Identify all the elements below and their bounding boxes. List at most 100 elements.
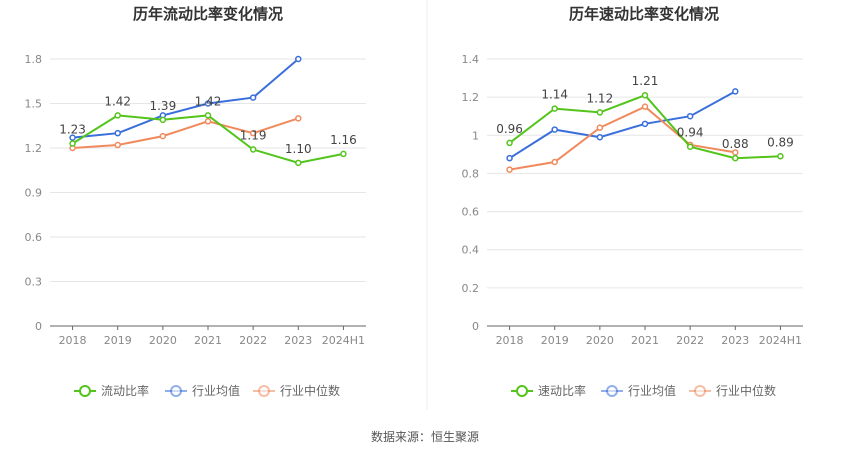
legend-item: 行业中位数 <box>253 383 340 398</box>
legend-label: 行业均值 <box>192 383 240 398</box>
data-point <box>114 141 121 149</box>
data-point <box>506 139 513 147</box>
y-tick-label: 0.2 <box>462 282 480 295</box>
data-point <box>249 94 257 101</box>
data-label: 1.10 <box>285 142 312 156</box>
series-line-行业均值 <box>72 58 299 139</box>
data-source-note: 数据来源：恒生聚源 <box>370 430 479 444</box>
data-point <box>596 109 604 116</box>
data-point <box>159 132 167 140</box>
y-tick-label: 0 <box>472 320 479 333</box>
data-point <box>732 88 739 95</box>
y-tick-label: 1.2 <box>25 142 43 155</box>
data-point <box>506 154 513 162</box>
data-point <box>204 100 212 107</box>
data-point <box>114 129 121 137</box>
data-label: 0.88 <box>722 137 749 151</box>
data-point <box>551 105 558 112</box>
series-line-行业均值 <box>509 90 736 160</box>
legend-marker <box>516 385 528 397</box>
x-tick-label: 2024H1 <box>322 334 365 347</box>
y-tick-label: 0.6 <box>462 206 480 219</box>
data-point <box>641 103 649 110</box>
data-point <box>159 116 167 124</box>
chart-title: 历年流动比率变化情况 <box>133 5 283 23</box>
legend-item: 速动比率 <box>511 383 586 398</box>
x-tick-label: 2020 <box>586 334 614 347</box>
y-tick-label: 0.6 <box>25 231 43 244</box>
y-tick-label: 0 <box>35 320 42 333</box>
legend-item: 行业中位数 <box>689 383 776 398</box>
legend-label: 行业均值 <box>628 383 676 398</box>
x-tick-label: 2023 <box>721 334 749 347</box>
data-label: 1.12 <box>586 91 613 105</box>
series-line-行业中位数 <box>72 117 299 149</box>
x-tick-label: 2019 <box>541 334 569 347</box>
legend-marker <box>258 385 270 397</box>
data-label: 0.96 <box>496 122 523 136</box>
data-point <box>686 143 694 150</box>
x-tick-label: 2018 <box>59 334 87 347</box>
y-tick-label: 0.3 <box>25 276 43 289</box>
data-point <box>114 112 121 119</box>
y-tick-label: 1.8 <box>25 53 43 66</box>
data-point <box>295 159 302 167</box>
legend-label: 速动比率 <box>538 383 586 398</box>
chart-panel-1: 历年流动比率变化情况 0 0.3 0.6 0.9 1.2 1.5 1.8 2018 2019 202… <box>25 5 366 398</box>
y-tick-label: 0.9 <box>25 187 43 200</box>
data-label: 1.42 <box>104 94 131 108</box>
data-label: 1.21 <box>632 74 659 88</box>
data-label: 0.94 <box>677 126 704 140</box>
data-label: 1.23 <box>59 123 86 137</box>
x-tick-label: 2022 <box>239 334 267 347</box>
chart-panel-2: 历年速动比率变化情况 0 0.2 0.4 0.6 0.8 1 1.2 1.4 2018 2019 20… <box>462 5 803 398</box>
data-point <box>295 115 302 122</box>
legend-marker <box>694 385 706 397</box>
series-line-行业中位数 <box>509 105 736 171</box>
y-tick-label: 1.2 <box>462 91 480 104</box>
legend-item: 行业均值 <box>601 383 676 398</box>
x-tick-label: 2019 <box>104 334 132 347</box>
y-tick-label: 0.8 <box>462 167 480 180</box>
data-point <box>204 112 212 119</box>
legend-item: 行业均值 <box>165 383 240 398</box>
legend-label: 行业中位数 <box>716 383 776 398</box>
data-point <box>340 150 347 158</box>
data-point <box>69 134 76 141</box>
x-tick-label: 2024H1 <box>759 334 802 347</box>
data-point <box>204 118 212 125</box>
data-point <box>777 153 784 160</box>
legend-marker <box>79 385 91 397</box>
data-point <box>506 166 513 173</box>
data-label: 0.89 <box>767 135 794 149</box>
data-point <box>686 112 694 120</box>
x-tick-label: 2018 <box>496 334 524 347</box>
x-tick-label: 2022 <box>676 334 704 347</box>
legend-label: 行业中位数 <box>280 383 340 398</box>
data-point <box>641 120 649 128</box>
x-tick-label: 2023 <box>284 334 312 347</box>
legend-marker <box>170 385 182 397</box>
data-label: 1.42 <box>195 94 222 108</box>
data-point <box>596 124 604 131</box>
data-point <box>641 91 649 99</box>
data-label: 1.16 <box>330 133 357 147</box>
data-label: 1.14 <box>541 88 568 102</box>
data-point <box>596 133 604 141</box>
chart-title: 历年速动比率变化情况 <box>569 5 719 23</box>
y-tick-label: 0.4 <box>462 244 480 257</box>
data-label: 1.39 <box>149 99 176 113</box>
data-point <box>69 140 76 147</box>
x-tick-label: 2021 <box>194 334 222 347</box>
data-point <box>551 126 558 133</box>
data-point <box>551 158 558 166</box>
x-tick-label: 2021 <box>631 334 659 347</box>
y-tick-label: 1.4 <box>462 53 480 66</box>
legend-label: 流动比率 <box>101 383 149 398</box>
y-tick-label: 1 <box>472 129 479 142</box>
data-point <box>249 129 257 137</box>
data-label: 1.19 <box>240 128 267 142</box>
data-point <box>249 146 257 153</box>
